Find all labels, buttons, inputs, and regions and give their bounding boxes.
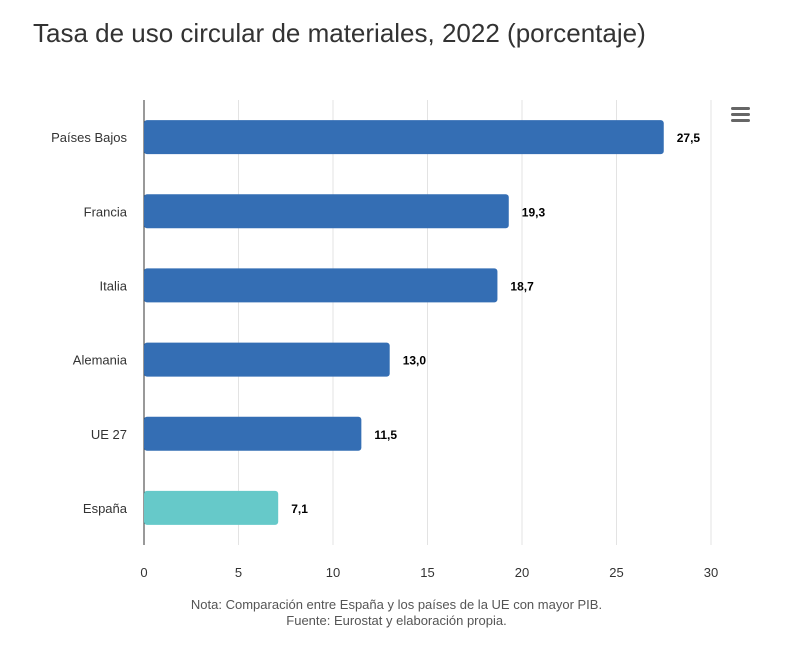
chart-title: Tasa de uso circular de materiales, 2022… [33, 18, 646, 48]
x-tick-label: 10 [326, 565, 340, 580]
hamburger-menu-icon[interactable] [731, 107, 750, 123]
data-label: 27,5 [677, 131, 701, 145]
x-tick-label: 15 [420, 565, 434, 580]
x-tick-label: 20 [515, 565, 529, 580]
x-tick-label: 30 [704, 565, 718, 580]
bar [144, 120, 664, 155]
category-label: UE 27 [91, 427, 127, 442]
x-tick-label: 25 [609, 565, 623, 580]
bar [144, 342, 390, 377]
data-label: 19,3 [522, 205, 546, 219]
data-label: 13,0 [403, 354, 427, 368]
category-label: Italia [100, 278, 128, 293]
data-label: 18,7 [510, 279, 534, 293]
category-label: España [83, 501, 128, 516]
bar [144, 268, 498, 303]
category-label: Francia [84, 204, 128, 219]
x-tick-label: 5 [235, 565, 242, 580]
chart-source: Fuente: Eurostat y elaboración propia. [286, 613, 507, 628]
chart-note: Nota: Comparación entre España y los paí… [190, 597, 603, 612]
data-label: 7,1 [291, 502, 308, 516]
category-label: Países Bajos [51, 130, 127, 145]
data-label: 11,5 [374, 428, 397, 442]
bar [144, 194, 509, 229]
x-tick-label: 0 [140, 565, 147, 580]
category-label: Alemania [73, 353, 128, 368]
bar [144, 416, 362, 451]
bar [144, 490, 279, 525]
